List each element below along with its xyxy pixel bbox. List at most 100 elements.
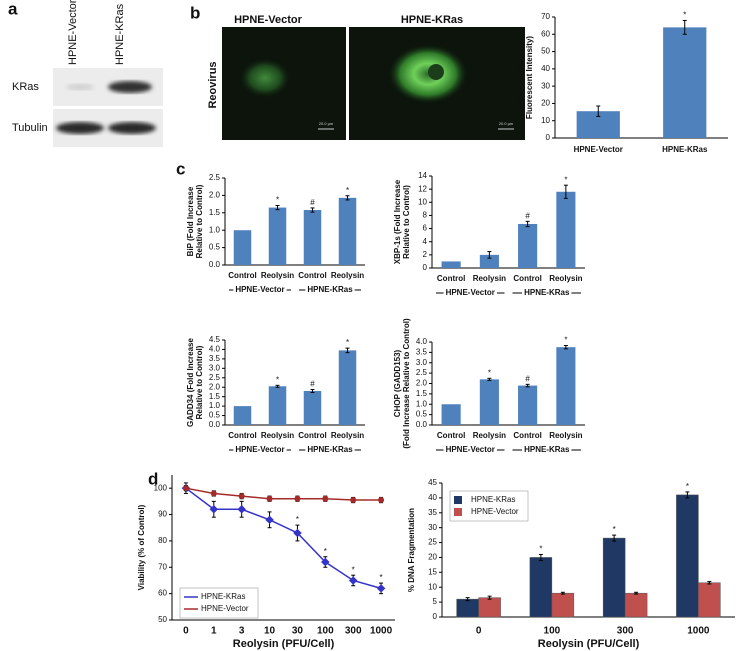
scale-label: 20.0 µm xyxy=(499,121,514,126)
x-tick-label: 1000 xyxy=(687,626,710,637)
image-label: HPNE-Vector xyxy=(234,14,303,26)
x-tick-label: Reolysin xyxy=(473,274,506,283)
y-tick-label: 4 xyxy=(423,237,428,246)
significance-marker: * xyxy=(564,336,567,345)
point xyxy=(209,505,219,514)
y-tick-label: 30 xyxy=(541,81,550,90)
y-tick-label: 12 xyxy=(418,184,427,193)
row-label: Tubulin xyxy=(12,122,48,134)
y-tick-label: 0.5 xyxy=(416,410,428,419)
significance-marker: * xyxy=(539,545,542,554)
line xyxy=(185,487,382,590)
y-tick-label: 0 xyxy=(546,133,551,142)
legend-label: HPNE-Vector xyxy=(201,604,249,613)
panel-label: c xyxy=(176,159,185,178)
x-axis-label: Reolysin (PFU/Cell) xyxy=(538,638,640,650)
lane-label: HPNE-KRas xyxy=(114,3,126,65)
x-tick-label: HPNE-KRas xyxy=(662,145,708,154)
point xyxy=(348,576,358,585)
y-tick-label: 2.5 xyxy=(209,173,221,182)
blot-band xyxy=(108,81,152,93)
point xyxy=(210,490,217,497)
bar xyxy=(478,597,501,618)
x-tick-label: Reolysin xyxy=(261,271,294,280)
y-tick-label: 4.5 xyxy=(209,335,221,344)
group-label: HPNE-KRas xyxy=(307,285,353,294)
y-tick-label: 0.5 xyxy=(209,411,221,420)
bar xyxy=(518,385,538,425)
bar xyxy=(268,386,287,425)
panel-label: a xyxy=(8,0,18,18)
y-axis-label: Reovirus (Relative xyxy=(516,42,525,112)
y-tick-label: 20 xyxy=(428,553,437,562)
significance-marker: * xyxy=(352,565,355,574)
x-tick-label: 10 xyxy=(264,626,276,637)
bar xyxy=(698,582,721,618)
y-axis-label: (Fold Increase Relative to Control) xyxy=(402,318,411,449)
y-tick-label: 1.5 xyxy=(209,392,221,401)
legend-swatch xyxy=(454,496,462,504)
bar xyxy=(602,537,626,618)
row-label: KRas xyxy=(12,81,39,93)
bar xyxy=(268,207,287,265)
y-tick-label: 3.5 xyxy=(416,347,428,356)
significance-marker: # xyxy=(525,374,530,383)
point xyxy=(182,485,189,492)
y-tick-label: 1.5 xyxy=(416,389,428,398)
x-tick-label: Control xyxy=(228,271,256,280)
point xyxy=(237,505,246,514)
point xyxy=(376,584,386,593)
bar xyxy=(338,350,357,425)
bar xyxy=(441,404,461,425)
x-tick-label: 3 xyxy=(239,626,245,637)
y-axis-label: Relative to Control) xyxy=(195,184,204,258)
y-axis-label: Relative to Control) xyxy=(195,345,204,419)
x-tick-label: Control xyxy=(228,431,256,440)
x-tick-label: Control xyxy=(513,274,541,283)
bar xyxy=(556,191,576,268)
y-tick-label: 5 xyxy=(433,597,438,606)
x-tick-label: Control xyxy=(437,274,465,283)
x-tick-label: 300 xyxy=(617,626,634,637)
y-tick-label: 2.0 xyxy=(209,382,221,391)
bar xyxy=(303,210,322,265)
lane-label: HPNE-Vector xyxy=(67,0,79,65)
group-label: HPNE-Vector xyxy=(235,285,284,294)
significance-marker: * xyxy=(346,338,349,347)
y-axis-label: GADD34 (Fold Increase xyxy=(186,337,195,426)
x-tick-label: 300 xyxy=(345,626,362,637)
y-tick-label: 2.0 xyxy=(209,191,221,200)
y-tick-label: 45 xyxy=(428,478,437,487)
point xyxy=(266,495,273,502)
y-tick-label: 10 xyxy=(541,116,550,125)
y-tick-label: 1.5 xyxy=(209,208,221,217)
stain-label: Reovirus xyxy=(207,61,219,108)
x-tick-label: Reolysin xyxy=(331,431,364,440)
point xyxy=(321,557,330,567)
panel-label: b xyxy=(190,3,200,22)
significance-marker: * xyxy=(683,11,686,20)
bar xyxy=(233,406,252,425)
bar xyxy=(663,27,707,138)
legend-label: HPNE-KRas xyxy=(471,495,515,504)
x-tick-label: 100 xyxy=(317,626,334,637)
legend-label: HPNE-Vector xyxy=(471,507,519,516)
x-tick-label: HPNE-Vector xyxy=(574,145,623,154)
y-tick-label: 0 xyxy=(433,612,438,621)
y-axis-label: BiP (Fold Increase xyxy=(186,186,195,256)
bar xyxy=(676,494,699,618)
x-tick-label: 0 xyxy=(183,626,189,637)
y-axis-label: XBP-1s (Fold Increase xyxy=(393,179,402,264)
line xyxy=(185,487,382,501)
group-label: HPNE-Vector xyxy=(446,288,495,297)
cell xyxy=(239,58,291,98)
significance-marker: * xyxy=(324,547,327,556)
x-tick-label: Control xyxy=(298,431,326,440)
y-tick-label: 0.0 xyxy=(209,260,221,269)
y-tick-label: 50 xyxy=(541,47,550,56)
blot-band xyxy=(108,122,156,134)
y-tick-label: 6 xyxy=(423,224,428,233)
y-tick-label: 60 xyxy=(541,29,550,38)
y-tick-label: 14 xyxy=(418,171,427,180)
